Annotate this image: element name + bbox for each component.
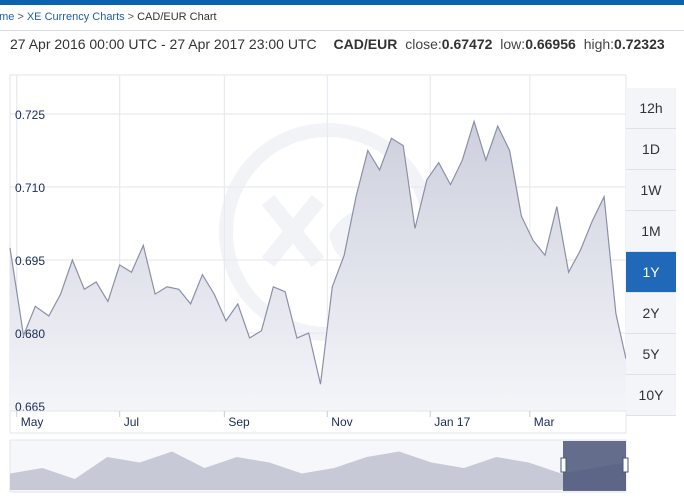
breadcrumb-separator: >: [127, 11, 135, 23]
tab-1y[interactable]: 1Y: [626, 252, 676, 293]
breadcrumb-separator: >: [17, 11, 24, 23]
close-label: close:: [405, 36, 442, 52]
high-value: 0.72323: [614, 36, 665, 52]
tab-10y[interactable]: 10Y: [626, 375, 676, 416]
high-label: high:: [583, 36, 615, 52]
x-tick-label: Jan 17: [434, 415, 470, 429]
currency-pair: CAD/EUR: [333, 36, 398, 52]
time-range-tabs: 12h 1D 1W 1M 1Y 2Y 5Y 10Y: [626, 88, 676, 416]
x-tick-label: May: [21, 415, 44, 429]
x-tick-label: Jul: [124, 415, 139, 429]
breadcrumb-home-link[interactable]: ome: [0, 11, 15, 23]
tab-1w[interactable]: 1W: [626, 170, 676, 211]
x-tick-label: Nov: [331, 415, 352, 429]
date-range: 27 Apr 2016 00:00 UTC - 27 Apr 2017 23:0…: [10, 36, 317, 52]
series-line: [9, 119, 627, 385]
navigator-left-handle[interactable]: [560, 457, 567, 473]
low-value: 0.66956: [525, 36, 576, 52]
breadcrumb-current-page: CAD/EUR Chart: [137, 11, 217, 23]
x-tick-label: Mar: [534, 415, 555, 429]
tab-2y[interactable]: 2Y: [626, 293, 676, 334]
navigator[interactable]: [9, 439, 629, 493]
navigator-right-handle[interactable]: [622, 457, 629, 473]
x-tick-label: Sep: [228, 415, 250, 429]
navigator-window[interactable]: [563, 441, 626, 491]
tab-1m[interactable]: 1M: [626, 211, 676, 252]
tab-12h[interactable]: 12h: [626, 88, 676, 129]
y-tick-label: 0.710: [15, 181, 45, 195]
tab-1d[interactable]: 1D: [626, 129, 676, 170]
navigator-area: [10, 451, 626, 490]
top-accent-bar: [0, 0, 684, 5]
series-area: [10, 121, 626, 412]
breadcrumb: ome>XE Currency Charts>CAD/EUR Chart: [0, 5, 684, 31]
chart-summary: 27 Apr 2016 00:00 UTC - 27 Apr 2017 23:0…: [10, 36, 684, 56]
tab-5y[interactable]: 5Y: [626, 334, 676, 375]
low-label: low:: [500, 36, 526, 52]
y-tick-label: 0.680: [15, 327, 45, 341]
close-value: 0.67472: [441, 36, 493, 52]
x-axis-band: [9, 410, 627, 434]
y-tick-label: 0.695: [15, 254, 45, 268]
breadcrumb-currency-charts-link[interactable]: XE Currency Charts: [26, 11, 125, 23]
y-tick-label: 0.725: [15, 108, 45, 122]
